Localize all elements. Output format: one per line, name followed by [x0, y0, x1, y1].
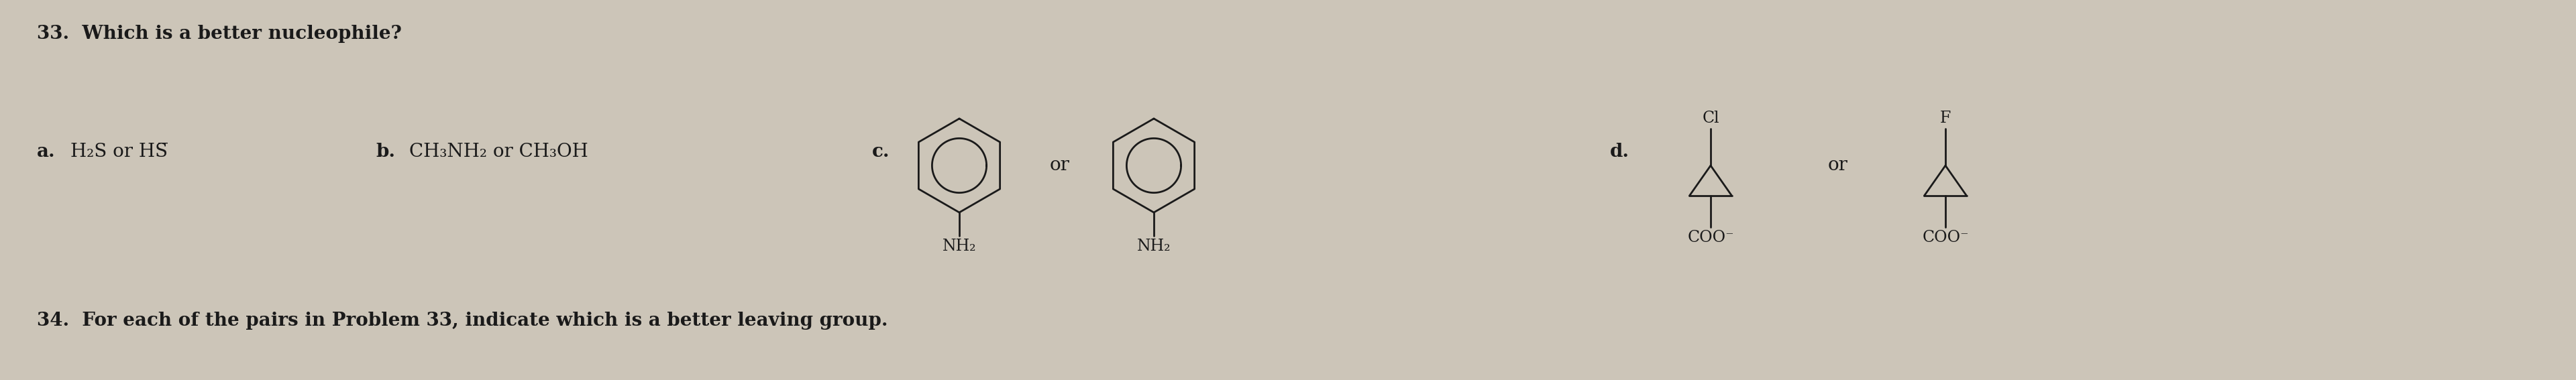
- Text: F: F: [1940, 111, 1950, 126]
- Text: CH₃NH₂ or CH₃OH: CH₃NH₂ or CH₃OH: [410, 143, 587, 161]
- Text: c.: c.: [873, 143, 889, 161]
- Text: a.: a.: [36, 143, 57, 161]
- Text: NH₂: NH₂: [1136, 239, 1172, 254]
- Text: b.: b.: [376, 143, 394, 161]
- Text: H₂S or HS̅: H₂S or HS̅: [70, 143, 167, 161]
- Text: d.: d.: [1610, 143, 1631, 161]
- Text: Cl: Cl: [1703, 111, 1718, 126]
- Text: or: or: [1051, 157, 1069, 174]
- Text: or: or: [1829, 157, 1847, 174]
- Text: COO⁻: COO⁻: [1922, 230, 1968, 245]
- Text: NH₂: NH₂: [943, 239, 976, 254]
- Text: 33.  Which is a better nucleophile?: 33. Which is a better nucleophile?: [36, 25, 402, 43]
- Text: 34.  For each of the pairs in Problem 33, indicate which is a better leaving gro: 34. For each of the pairs in Problem 33,…: [36, 312, 889, 330]
- Text: COO⁻: COO⁻: [1687, 230, 1734, 245]
